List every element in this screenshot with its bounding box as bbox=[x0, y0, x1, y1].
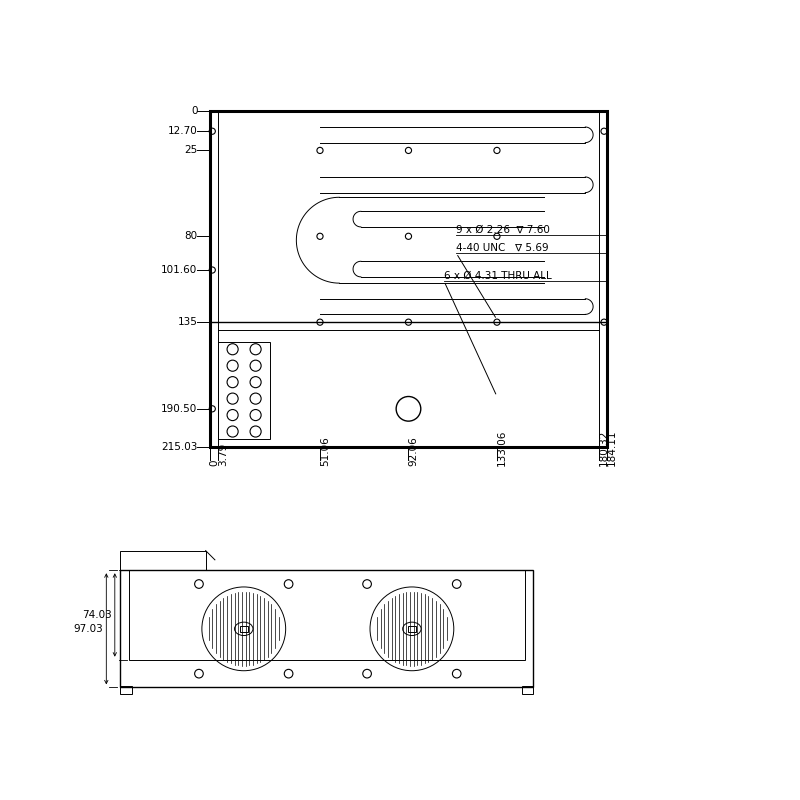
Bar bbox=[129, 570, 525, 660]
Text: 6 x Ø 4.31 THRU ALL: 6 x Ø 4.31 THRU ALL bbox=[444, 270, 552, 281]
Text: 0: 0 bbox=[210, 459, 220, 466]
Text: 133.06: 133.06 bbox=[497, 430, 507, 466]
Text: 4-40 UNC   ∇ 5.69: 4-40 UNC ∇ 5.69 bbox=[456, 243, 549, 253]
Text: 51.06: 51.06 bbox=[320, 436, 330, 466]
Text: 180.32: 180.32 bbox=[599, 430, 609, 466]
Text: 25: 25 bbox=[184, 146, 198, 155]
Text: 9 x Ø 2.26  ∇ 7.60: 9 x Ø 2.26 ∇ 7.60 bbox=[456, 225, 550, 234]
Bar bbox=[210, 111, 607, 447]
Text: 97.03: 97.03 bbox=[74, 624, 103, 634]
Bar bbox=[408, 626, 416, 632]
Text: 190.50: 190.50 bbox=[162, 404, 198, 414]
Ellipse shape bbox=[402, 622, 421, 635]
Text: 184.11: 184.11 bbox=[607, 429, 617, 466]
Text: 135: 135 bbox=[178, 317, 198, 327]
Text: 0: 0 bbox=[191, 106, 198, 116]
Text: 3.79: 3.79 bbox=[218, 442, 228, 466]
Text: 101.60: 101.60 bbox=[162, 265, 198, 275]
Text: 80: 80 bbox=[184, 231, 198, 242]
Bar bbox=[522, 686, 533, 694]
Text: 74.03: 74.03 bbox=[82, 610, 112, 620]
Bar bbox=[218, 342, 270, 439]
Bar bbox=[121, 686, 131, 694]
Text: 215.03: 215.03 bbox=[161, 442, 198, 452]
Bar bbox=[121, 550, 206, 570]
Bar bbox=[121, 570, 533, 687]
Text: 92.06: 92.06 bbox=[409, 436, 418, 466]
Ellipse shape bbox=[234, 622, 253, 635]
Text: 12.70: 12.70 bbox=[168, 126, 198, 136]
Bar bbox=[239, 626, 248, 632]
